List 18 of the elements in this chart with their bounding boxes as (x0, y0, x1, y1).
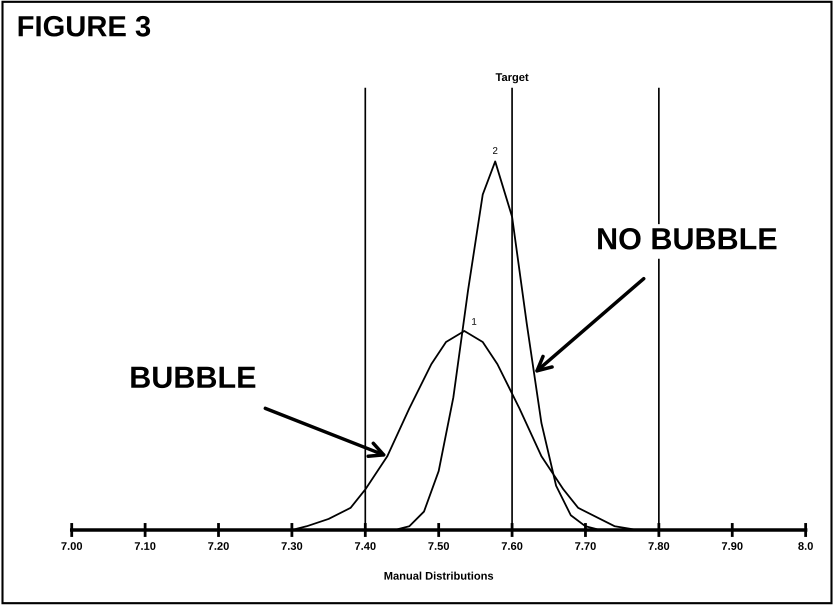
x-tick-label: 8.0 (798, 542, 813, 550)
x-tick-label: 7.40 (354, 542, 376, 550)
x-tick-label: 7.60 (502, 542, 522, 550)
ref-line-label: Target (496, 73, 529, 84)
annotation: NO BUBBLE (598, 228, 776, 250)
x-tick-label: 7.50 (428, 542, 450, 550)
x-tick-label: 7.80 (648, 542, 670, 550)
x-tick-label: 7.20 (208, 542, 229, 550)
annotation: 1 (472, 318, 476, 325)
x-tick-label: 7.70 (575, 542, 596, 550)
annotation: BUBBLE (131, 366, 256, 388)
x-tick-label: 7.90 (722, 542, 743, 550)
x-tick-label: 7.30 (282, 542, 302, 550)
x-tick-label: 7.10 (134, 542, 156, 550)
x-tick-label: 7.00 (61, 542, 82, 550)
annotation: 2 (492, 147, 498, 154)
chart-title: FIGURE 3 (18, 16, 150, 37)
x-axis-title: Manual Distributions (384, 572, 494, 580)
